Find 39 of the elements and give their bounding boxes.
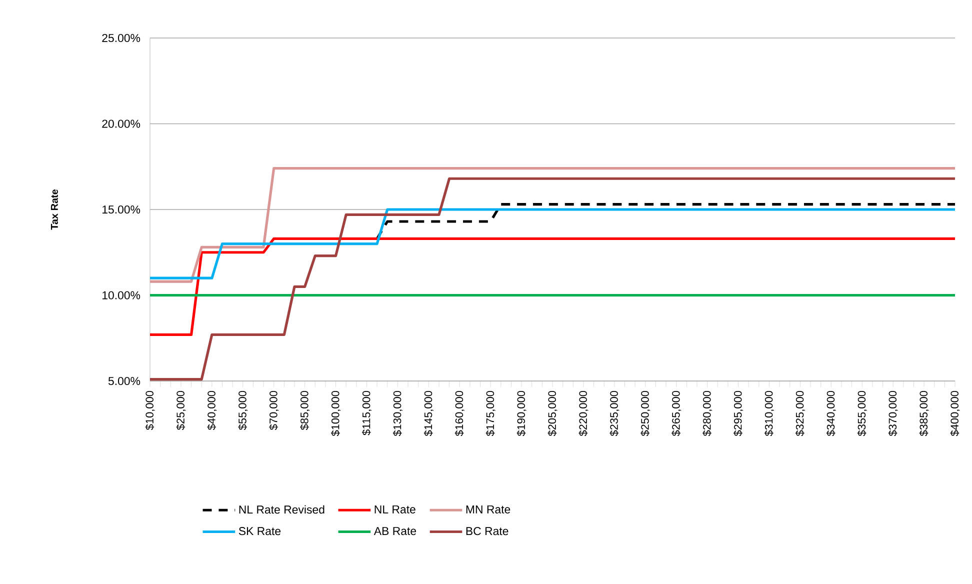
legend-label: NL Rate <box>374 505 416 514</box>
x-tick-label: $25,000 <box>176 390 186 430</box>
legend-label: NL Rate Revised <box>239 505 324 514</box>
y-tick-label: 10.00% <box>102 291 140 300</box>
x-tick-label: $310,000 <box>764 390 774 436</box>
x-tick-label: $280,000 <box>702 390 712 436</box>
x-tick-label: $370,000 <box>888 390 898 436</box>
x-tick-label: $235,000 <box>610 390 620 436</box>
legend-label: SK Rate <box>238 527 281 536</box>
y-tick-label: 20.00% <box>102 120 140 128</box>
x-tick-label: $130,000 <box>392 390 402 436</box>
x-tick-label: $385,000 <box>919 390 929 436</box>
x-tick-label: $265,000 <box>672 390 682 436</box>
x-tick-label: $340,000 <box>826 390 836 436</box>
x-tick-label: $295,000 <box>734 390 744 436</box>
y-tick-label: 5.00% <box>108 376 140 386</box>
x-tick-label: $145,000 <box>424 390 434 436</box>
legend-label: BC Rate <box>466 527 508 536</box>
x-tick-label: $250,000 <box>640 390 650 436</box>
x-tick-label: $190,000 <box>516 390 526 436</box>
y-axis-title: Tax Rate <box>50 189 58 230</box>
x-tick-label: $115,000 <box>362 390 372 436</box>
x-tick-label: $205,000 <box>548 390 558 436</box>
x-tick-label: $355,000 <box>857 390 867 436</box>
x-tick-label: $100,000 <box>331 390 341 436</box>
legend-label: AB Rate <box>374 527 416 536</box>
x-tick-label: $160,000 <box>454 390 464 436</box>
x-tick-label: $220,000 <box>578 390 588 436</box>
x-tick-label: $325,000 <box>795 390 805 436</box>
x-tick-label: $400,000 <box>950 390 960 436</box>
legend-label: MN Rate <box>466 505 510 514</box>
x-tick-label: $70,000 <box>269 390 279 430</box>
x-tick-label: $10,000 <box>145 390 155 430</box>
y-tick-label: 15.00% <box>102 205 140 214</box>
x-tick-label: $40,000 <box>207 390 217 430</box>
x-tick-label: $55,000 <box>238 390 248 430</box>
y-tick-label: 25.00% <box>102 34 140 42</box>
x-tick-label: $85,000 <box>300 390 310 430</box>
x-tick-label: $175,000 <box>486 390 496 436</box>
